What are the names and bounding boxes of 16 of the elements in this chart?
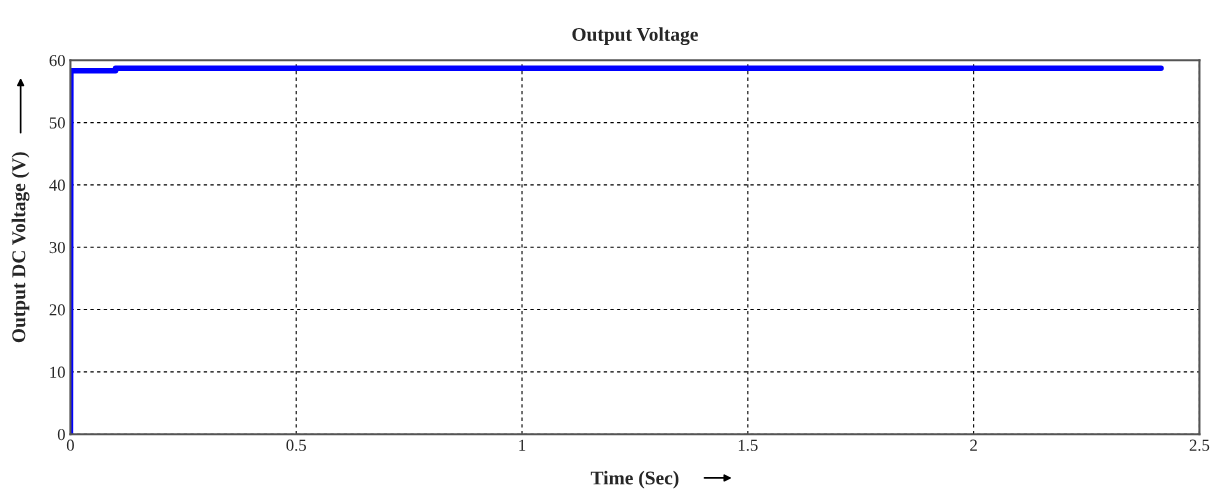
y-axis-title: Output DC Voltage (V) (11, 152, 30, 343)
y-tick-label: 60 (49, 54, 65, 67)
y-tick-label: 40 (49, 179, 65, 191)
x-tick-label: 1 (519, 439, 526, 451)
x-tick-label: 0.5 (286, 439, 306, 451)
y-tick-label: 50 (49, 117, 65, 129)
chart-title: Output Voltage (572, 27, 698, 46)
x-tick-label: 2.5 (1189, 439, 1210, 451)
y-tick-label: 30 (49, 241, 65, 254)
x-tick-label: 1.5 (738, 439, 758, 451)
y-tick-label: 20 (49, 304, 65, 316)
x-axis-title: Time (Sec) (590, 470, 679, 489)
x-tick-label: 0 (66, 439, 74, 451)
y-tick-label: 0 (57, 428, 65, 441)
x-tick-label: 2 (970, 439, 977, 451)
y-tick-label: 10 (50, 366, 65, 378)
